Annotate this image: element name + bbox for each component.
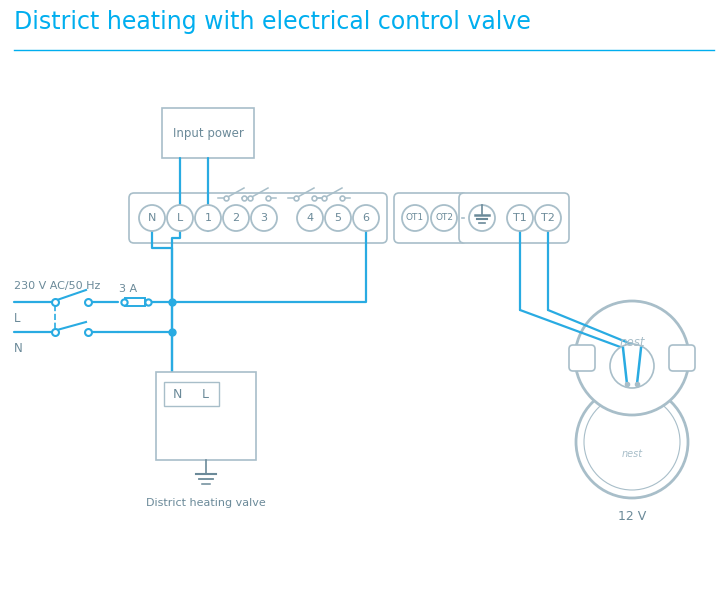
Circle shape	[223, 205, 249, 231]
Text: Input power: Input power	[173, 127, 243, 140]
FancyBboxPatch shape	[125, 298, 145, 306]
FancyBboxPatch shape	[669, 345, 695, 371]
Text: T2: T2	[541, 213, 555, 223]
Circle shape	[353, 205, 379, 231]
Text: 4: 4	[306, 213, 314, 223]
Text: OT2: OT2	[435, 213, 453, 223]
FancyBboxPatch shape	[459, 193, 569, 243]
Text: L: L	[202, 387, 208, 400]
Text: N: N	[173, 387, 182, 400]
Circle shape	[610, 344, 654, 388]
Circle shape	[325, 205, 351, 231]
Circle shape	[251, 205, 277, 231]
FancyBboxPatch shape	[164, 382, 219, 406]
Circle shape	[167, 205, 193, 231]
Circle shape	[195, 205, 221, 231]
Circle shape	[139, 205, 165, 231]
Circle shape	[535, 205, 561, 231]
Text: 12 V: 12 V	[618, 510, 646, 523]
Text: L: L	[14, 311, 20, 324]
Text: 1: 1	[205, 213, 212, 223]
FancyBboxPatch shape	[156, 372, 256, 460]
Circle shape	[431, 205, 457, 231]
Text: L: L	[177, 213, 183, 223]
Text: District heating valve: District heating valve	[146, 498, 266, 508]
Text: N: N	[148, 213, 157, 223]
Text: 5: 5	[334, 213, 341, 223]
Text: District heating with electrical control valve: District heating with electrical control…	[14, 10, 531, 34]
Text: 3 A: 3 A	[119, 284, 137, 294]
Text: T1: T1	[513, 213, 527, 223]
Text: 2: 2	[232, 213, 240, 223]
Circle shape	[584, 394, 680, 490]
FancyBboxPatch shape	[129, 193, 387, 243]
Text: nest: nest	[620, 336, 645, 349]
Text: 6: 6	[363, 213, 370, 223]
Circle shape	[469, 205, 495, 231]
FancyBboxPatch shape	[162, 108, 254, 158]
Text: OT1: OT1	[406, 213, 424, 223]
Text: 3: 3	[261, 213, 267, 223]
Text: 230 V AC/50 Hz: 230 V AC/50 Hz	[14, 281, 100, 291]
FancyBboxPatch shape	[569, 345, 595, 371]
Circle shape	[402, 205, 428, 231]
FancyBboxPatch shape	[394, 193, 467, 243]
Circle shape	[507, 205, 533, 231]
Circle shape	[576, 386, 688, 498]
Circle shape	[297, 205, 323, 231]
Circle shape	[575, 301, 689, 415]
Text: nest: nest	[622, 449, 643, 459]
Text: N: N	[14, 342, 23, 355]
